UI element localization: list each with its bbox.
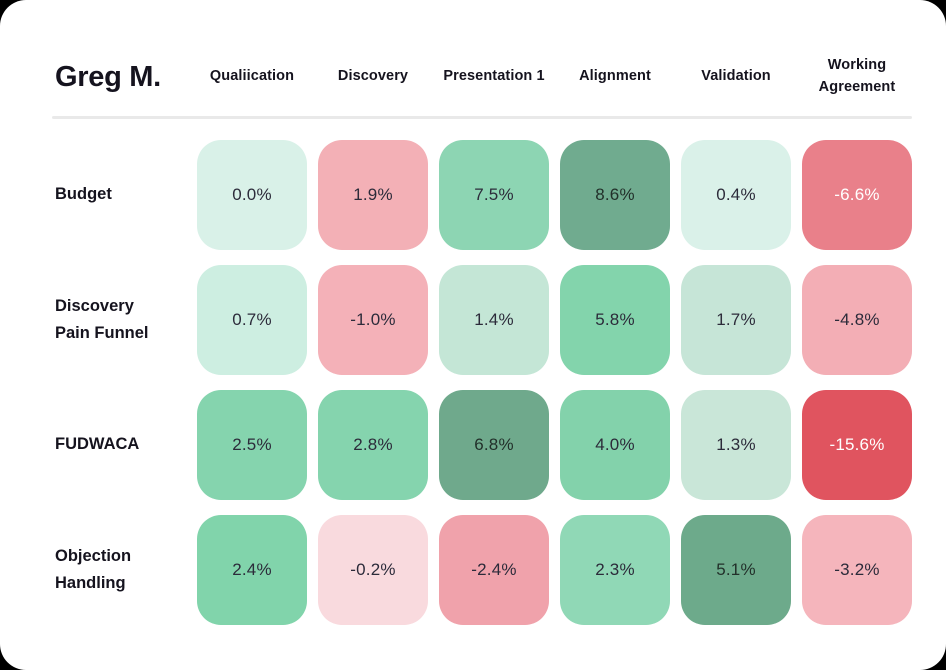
heatmap-cell: 2.5%: [197, 390, 307, 500]
page-title: Greg M.: [55, 60, 161, 93]
row-label-fudwaca: FUDWACA: [55, 435, 140, 454]
column-header-working-agreement: Working Agreement: [818, 57, 896, 95]
column-header-validation: Validation: [701, 68, 771, 85]
heatmap-cell: 0.0%: [197, 140, 307, 250]
heatmap-cell: -1.0%: [318, 265, 428, 375]
heatmap-cell: 0.7%: [197, 265, 307, 375]
heatmap-cell: 1.3%: [681, 390, 791, 500]
heatmap-cell: -3.2%: [802, 515, 912, 625]
heatmap-cell: -2.4%: [439, 515, 549, 625]
heatmap-cell: 8.6%: [560, 140, 670, 250]
heatmap-cell: -6.6%: [802, 140, 912, 250]
heatmap-cell: 1.4%: [439, 265, 549, 375]
heatmap-cell: 4.0%: [560, 390, 670, 500]
row-label-objection-handling: Objection Handling: [55, 546, 132, 592]
row-label-discovery-pain-funnel: Discovery Pain Funnel: [55, 296, 149, 342]
header-row: Greg M. Qualiication Discovery Presentat…: [55, 52, 946, 102]
column-header-discovery: Discovery: [337, 68, 409, 85]
heatmap-cell: -4.8%: [802, 265, 912, 375]
heatmap-cell: 5.1%: [681, 515, 791, 625]
column-header-qualiication: Qualiication: [209, 68, 295, 85]
heatmap-cell: 2.3%: [560, 515, 670, 625]
heatmap-grid: Budget 0.0% 1.9% 7.5% 8.6% 0.4% -6.6% Di…: [55, 140, 946, 625]
heatmap-cell: 1.7%: [681, 265, 791, 375]
header-divider: [52, 116, 912, 119]
heatmap-cell: 7.5%: [439, 140, 549, 250]
heatmap-cell: 0.4%: [681, 140, 791, 250]
heatmap-cell: -0.2%: [318, 515, 428, 625]
heatmap-cell: 5.8%: [560, 265, 670, 375]
heatmap-cell: 6.8%: [439, 390, 549, 500]
column-header-alignment: Alignment: [579, 68, 651, 85]
column-header-presentation1: Presentation 1: [443, 68, 545, 85]
heatmap-cell: 2.4%: [197, 515, 307, 625]
heatmap-cell: 1.9%: [318, 140, 428, 250]
heatmap-cell: -15.6%: [802, 390, 912, 500]
heatmap-cell: 2.8%: [318, 390, 428, 500]
row-label-budget: Budget: [55, 185, 112, 204]
